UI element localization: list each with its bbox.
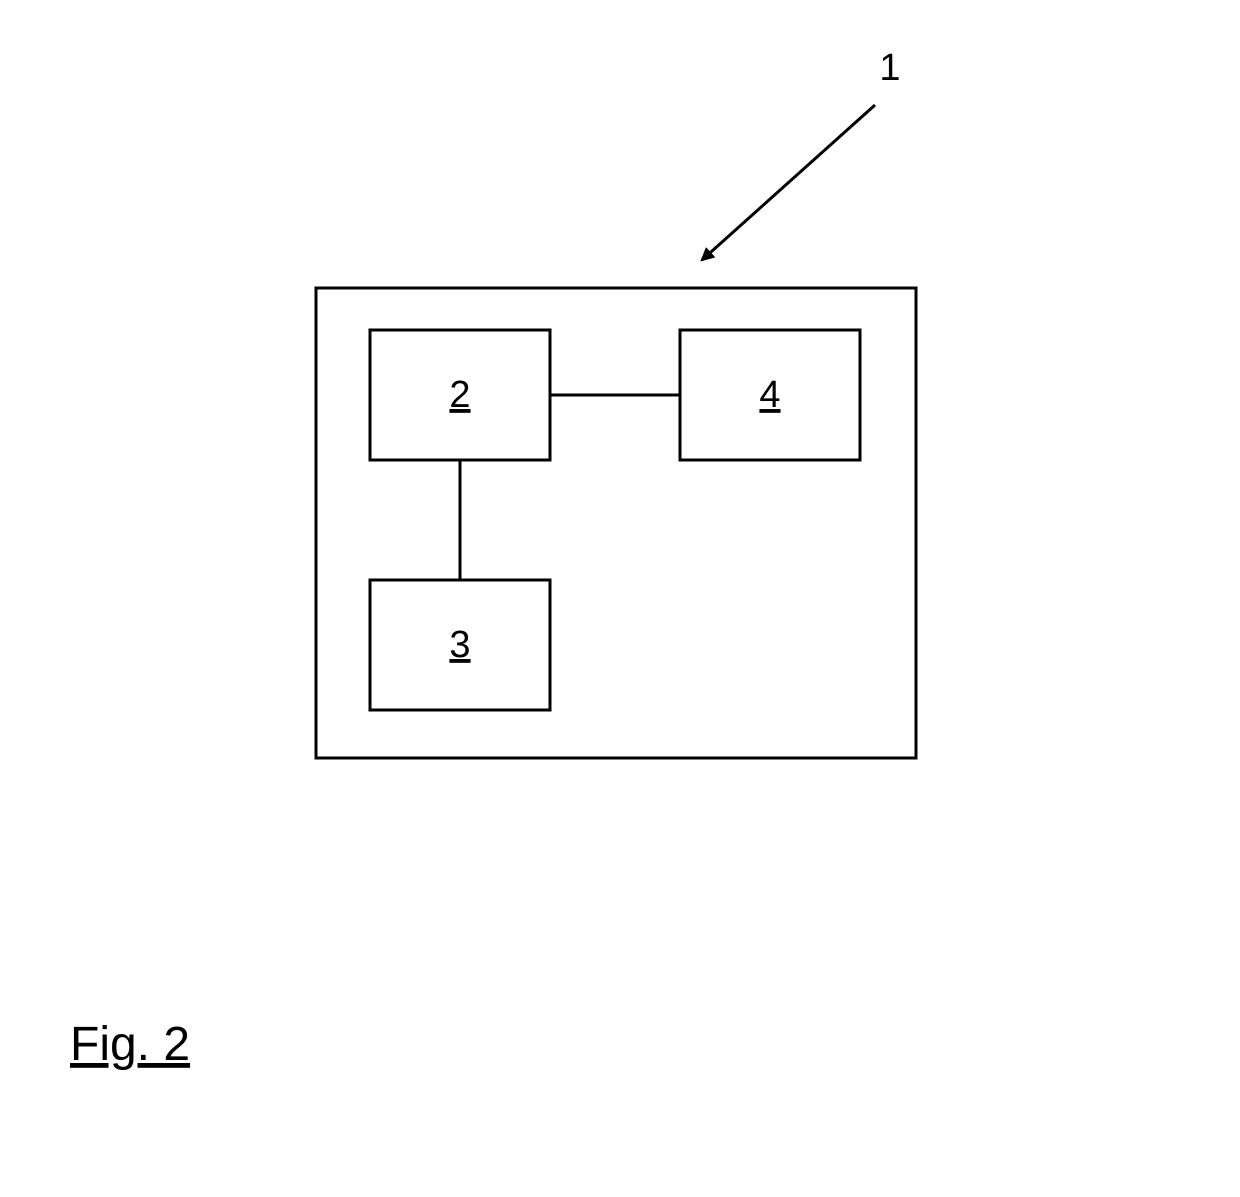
node-n3-label: 3: [449, 624, 470, 666]
node-n4: 4: [680, 330, 860, 460]
node-n2: 2: [370, 330, 550, 460]
callout-arrow: [702, 105, 875, 260]
callout-label: 1: [879, 47, 900, 89]
node-n4-label: 4: [759, 374, 780, 416]
node-n3: 3: [370, 580, 550, 710]
node-n2-label: 2: [449, 374, 470, 416]
figure-caption: Fig. 2: [70, 1018, 190, 1071]
